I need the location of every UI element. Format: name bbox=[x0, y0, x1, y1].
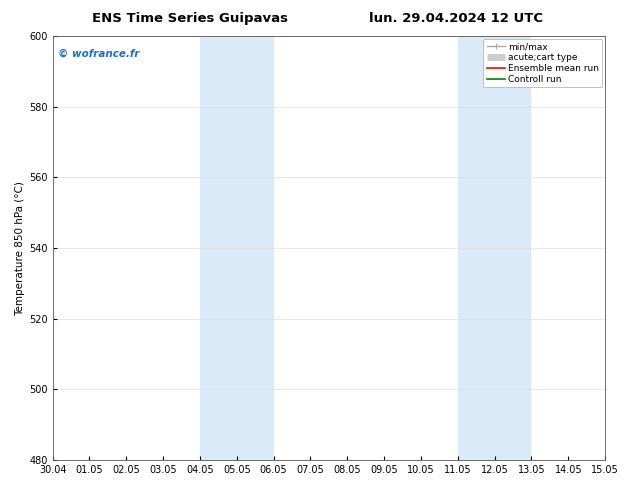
Bar bbox=[458, 36, 531, 460]
Text: lun. 29.04.2024 12 UTC: lun. 29.04.2024 12 UTC bbox=[370, 12, 543, 25]
Text: ENS Time Series Guipavas: ENS Time Series Guipavas bbox=[92, 12, 288, 25]
Bar bbox=[200, 36, 274, 460]
Legend: min/max, acute;cart type, Ensemble mean run, Controll run: min/max, acute;cart type, Ensemble mean … bbox=[484, 39, 602, 88]
Text: © wofrance.fr: © wofrance.fr bbox=[58, 49, 139, 59]
Y-axis label: Temperature 850 hPa (°C): Temperature 850 hPa (°C) bbox=[15, 181, 25, 316]
